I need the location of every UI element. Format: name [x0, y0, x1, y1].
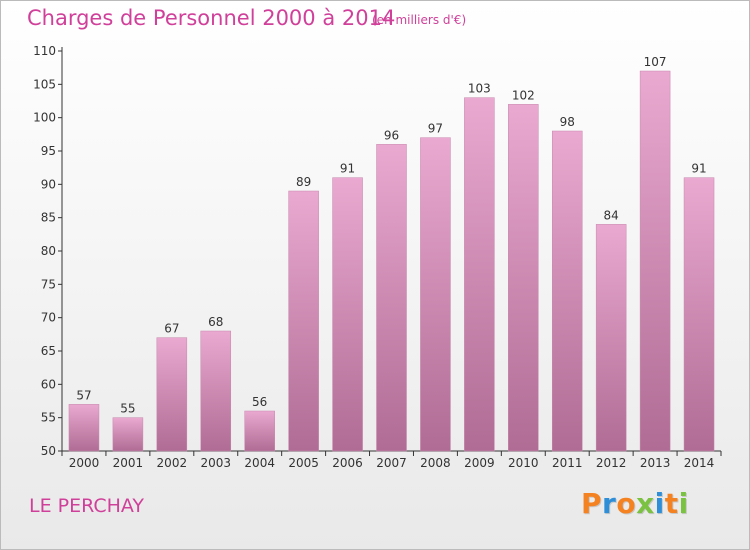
x-tick-label: 2013 — [640, 456, 671, 470]
logo-letter: r — [602, 487, 617, 520]
y-tick-label: 95 — [41, 144, 56, 158]
location-label: LE PERCHAY — [29, 495, 145, 517]
data-label: 91 — [340, 162, 355, 176]
data-label: 102 — [512, 88, 535, 102]
bar[interactable] — [112, 417, 144, 452]
data-label: 96 — [384, 128, 399, 142]
bar[interactable] — [200, 330, 232, 452]
data-label: 97 — [428, 122, 443, 136]
data-label: 84 — [604, 208, 619, 222]
data-label: 57 — [76, 388, 91, 402]
bar[interactable] — [551, 130, 583, 452]
y-tick-label: 50 — [41, 444, 56, 458]
x-tick-label: 2010 — [508, 456, 539, 470]
logo-letter: P — [581, 487, 603, 520]
data-label: 89 — [296, 175, 311, 189]
x-tick-label: 2007 — [376, 456, 407, 470]
data-label: 98 — [560, 115, 575, 129]
y-tick-label: 65 — [41, 344, 56, 358]
logo-letter: x — [636, 487, 655, 520]
bar[interactable] — [156, 337, 188, 452]
bar[interactable] — [376, 144, 407, 452]
y-tick-label: 105 — [33, 77, 56, 91]
y-tick-label: 110 — [33, 44, 56, 58]
bar[interactable] — [332, 177, 363, 452]
x-tick-label: 2009 — [464, 456, 495, 470]
bars-group — [68, 70, 715, 452]
data-label: 68 — [208, 315, 223, 329]
logo-letter: i — [678, 487, 689, 520]
bar[interactable] — [595, 224, 627, 452]
y-tick-label: 75 — [41, 277, 56, 291]
x-tick-label: 2000 — [69, 456, 100, 470]
data-label: 103 — [468, 82, 491, 96]
data-label: 67 — [164, 322, 179, 336]
y-tick-label: 90 — [41, 177, 56, 191]
chart-title: Charges de Personnel 2000 à 2014 — [27, 6, 396, 30]
bar[interactable] — [288, 190, 319, 452]
bar[interactable] — [464, 97, 495, 452]
data-label: 91 — [691, 162, 706, 176]
bar[interactable] — [639, 70, 671, 452]
x-tick-label: 2008 — [420, 456, 451, 470]
x-tick-label: 2001 — [113, 456, 144, 470]
x-tick-label: 2011 — [552, 456, 583, 470]
y-tick-label: 85 — [41, 211, 56, 225]
y-tick-label: 100 — [33, 111, 56, 125]
data-label: 107 — [644, 55, 667, 69]
data-label: 56 — [252, 395, 267, 409]
x-tick-label: 2005 — [288, 456, 319, 470]
logo-letter: i — [654, 487, 665, 520]
logo-letter: o — [616, 487, 637, 520]
logo-letter: t — [664, 487, 679, 520]
bar[interactable] — [244, 410, 275, 452]
bar[interactable] — [68, 404, 100, 452]
x-tick-label: 2014 — [684, 456, 715, 470]
y-tick-label: 80 — [41, 244, 56, 258]
labels-group: 57 2000 55 2001 67 2002 68 2003 56 2004 89 2005 91 20… — [69, 55, 715, 470]
proxiti-logo[interactable]: Proxiti — [581, 487, 689, 520]
chart-subtitle: (en milliers d'€) — [372, 13, 467, 27]
x-tick-label: 2002 — [157, 456, 188, 470]
x-tick-label: 2003 — [200, 456, 231, 470]
y-tick-label: 55 — [41, 411, 56, 425]
y-tick-label: 60 — [41, 377, 56, 391]
bar[interactable] — [420, 137, 451, 452]
bar[interactable] — [508, 104, 539, 452]
data-label: 55 — [120, 402, 135, 416]
x-tick-label: 2004 — [244, 456, 275, 470]
x-tick-label: 2012 — [596, 456, 627, 470]
y-tick-label: 70 — [41, 311, 56, 325]
axes-group: 50 55 60 65 70 75 80 85 90 95 100 105 110 — [33, 44, 722, 458]
bar[interactable] — [683, 177, 715, 452]
x-tick-label: 2006 — [332, 456, 363, 470]
